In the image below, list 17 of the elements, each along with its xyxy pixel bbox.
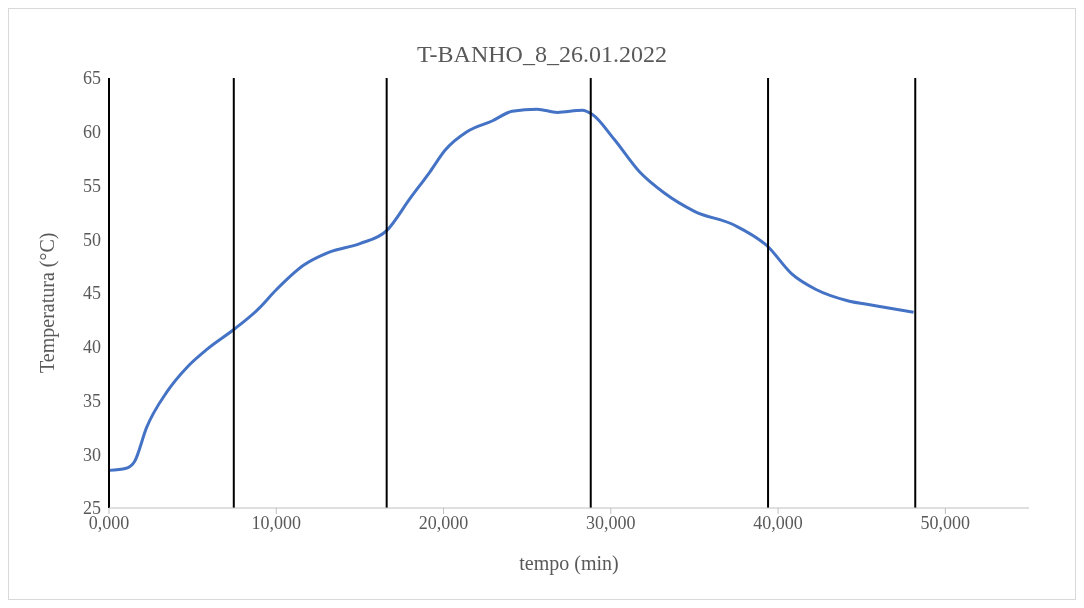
x-tick-label: 30,000	[586, 512, 636, 533]
y-axis-title: Temperatura (°C)	[36, 232, 60, 373]
x-tick-label: 10,000	[251, 512, 302, 533]
y-tick-label: 65	[83, 68, 101, 89]
x-tick-label: 40,000	[753, 512, 803, 533]
x-tick-label: 50,000	[920, 512, 971, 533]
y-tick-label: 40	[83, 337, 101, 358]
y-tick-label: 50	[83, 229, 101, 250]
y-tick-label: 35	[83, 390, 101, 411]
y-tick-label: 55	[83, 175, 101, 196]
y-tick-label: 60	[83, 122, 101, 143]
y-tick-label: 30	[83, 444, 101, 465]
x-tick-label: 20,000	[418, 512, 469, 533]
line-series	[107, 107, 916, 472]
y-tick-label: 45	[83, 283, 101, 304]
x-axis-title: tempo (min)	[519, 552, 619, 575]
chart-title: T-BANHO_8_26.01.2022	[416, 41, 668, 68]
